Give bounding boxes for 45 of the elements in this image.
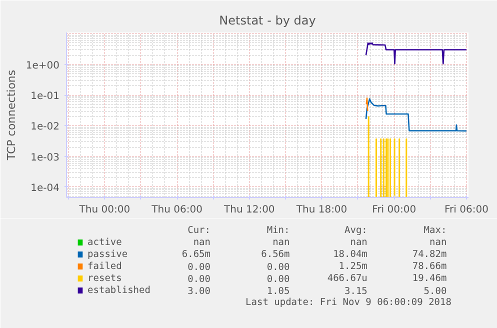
chart-title: Netstat - by day xyxy=(219,14,316,28)
text: 3.00 xyxy=(188,286,211,297)
text: 18.04m xyxy=(333,249,368,260)
text: 466.67u xyxy=(327,273,368,284)
y-tick-label: 1e-04 xyxy=(30,182,60,194)
legend-label: active xyxy=(88,237,122,248)
y-tick-label: 1e-02 xyxy=(30,122,60,133)
text: 5.00 xyxy=(424,286,447,297)
x-tick-label: Thu 12:00 xyxy=(223,204,275,216)
text: 0.00 xyxy=(188,274,211,285)
text: 0.00 xyxy=(266,274,290,285)
x-tick-label: Thu 00:00 xyxy=(78,204,130,216)
y-axis-title: TCP connections xyxy=(4,70,18,162)
line-series xyxy=(365,98,468,132)
text: 0.00 xyxy=(266,262,290,273)
line-series xyxy=(365,42,468,64)
text: nan xyxy=(272,237,290,248)
text: 0.00 xyxy=(188,262,211,273)
y-tick-label: 1e-01 xyxy=(30,91,60,102)
text: Cur: xyxy=(188,225,210,236)
text: 74.82m xyxy=(412,249,447,260)
text: Min: xyxy=(266,225,290,236)
text: 1.05 xyxy=(266,286,290,297)
legend-label: resets xyxy=(88,273,122,284)
text: Max: xyxy=(424,225,447,236)
x-tick-label: Fri 06:00 xyxy=(444,204,488,216)
text: nan xyxy=(193,237,210,248)
legend-label: established xyxy=(88,285,150,296)
legend-label: passive xyxy=(88,249,128,260)
y-tick-label: 1e-03 xyxy=(30,152,60,164)
legend-label: failed xyxy=(88,261,122,272)
text: 6.65m xyxy=(182,249,211,260)
text: 1.25m xyxy=(338,261,368,272)
text: 3.15 xyxy=(344,286,368,297)
text: Last update: Fri Nov 9 06:00:09 2018 xyxy=(246,297,452,308)
text: 6.56m xyxy=(261,249,290,260)
x-tick-label: Fri 00:00 xyxy=(372,204,416,216)
text: Avg: xyxy=(344,225,368,236)
text: 78.66m xyxy=(412,261,447,272)
y-tick-label: 1e+00 xyxy=(26,60,60,72)
x-tick-label: Thu 18:00 xyxy=(295,204,348,216)
x-tick-label: Thu 06:00 xyxy=(150,204,202,216)
text: nan xyxy=(430,237,447,248)
text: 19.46m xyxy=(412,273,447,284)
text: nan xyxy=(350,237,368,248)
